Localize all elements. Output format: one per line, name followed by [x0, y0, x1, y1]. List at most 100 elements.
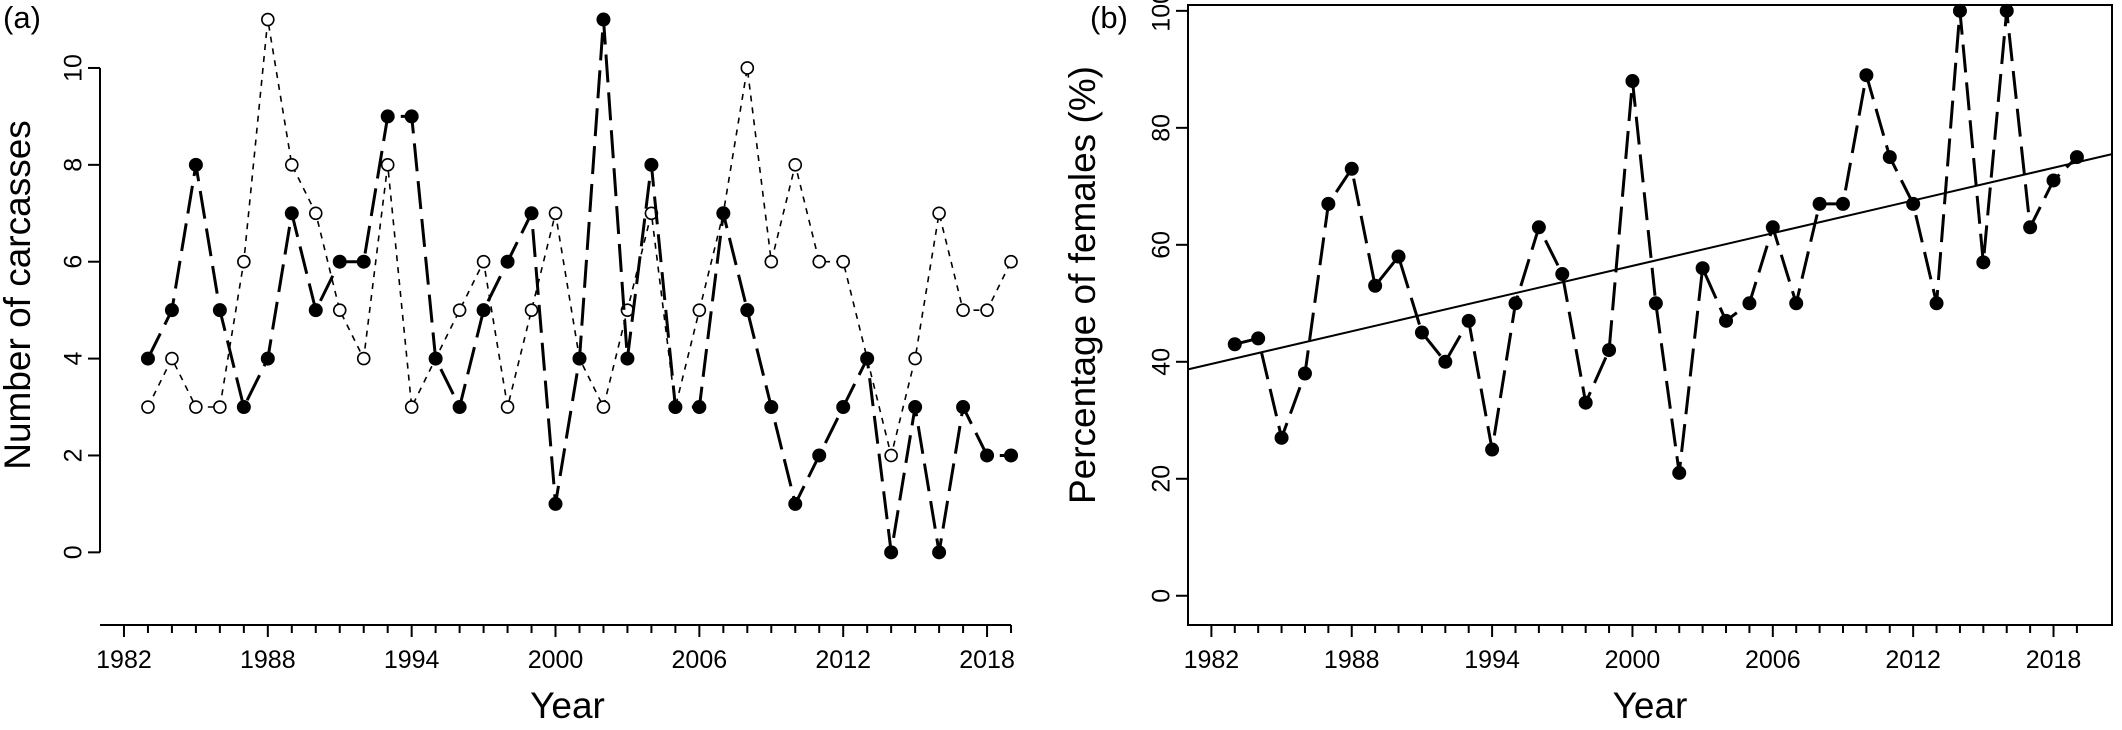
data-point-filled [332, 254, 347, 269]
y-axis-label: Percentage of females (%) [1062, 66, 1103, 504]
data-point-open [1004, 254, 1018, 269]
data-point-females [1672, 465, 1687, 480]
x-tick-label: 2006 [672, 646, 728, 674]
data-point-open [332, 303, 347, 317]
plot-frame [1187, 4, 2113, 626]
data-point-open [764, 254, 779, 269]
data-point-females [1999, 3, 2014, 18]
data-point-open [380, 158, 395, 172]
x-tick-label: 2012 [1885, 646, 1941, 674]
data-point-open [980, 303, 994, 317]
data-point-filled [884, 545, 899, 560]
data-point-open [261, 12, 275, 27]
data-point-females [1414, 325, 1429, 340]
y-tick-label: 10 [60, 54, 88, 82]
y-tick-label: 80 [1148, 114, 1176, 142]
x-tick-label: 1982 [1184, 646, 1240, 674]
data-point-filled [644, 157, 659, 172]
data-point-females [1227, 337, 1242, 352]
panel-a: 1982 1988 1994 2000 2006 2012 2018 0 2 4 6 8 10 Year N… [0, 0, 1019, 726]
data-point-filled [500, 254, 515, 269]
data-point-filled [428, 351, 443, 366]
data-point-filled [980, 448, 995, 463]
data-point-females [1555, 267, 1570, 282]
data-point-open [500, 400, 515, 414]
x-tick-label: 1988 [240, 646, 296, 674]
data-point-filled [596, 12, 611, 27]
y-tick-label: 2 [60, 449, 88, 463]
panel-b: 1982 1988 1994 2000 2006 2012 2018 0 20 40 60 80 100… [1062, 0, 2113, 726]
data-point-open [165, 351, 179, 366]
data-point-females [1438, 354, 1453, 369]
data-point-filled [860, 351, 875, 366]
data-point-open [237, 254, 251, 269]
data-point-open [524, 303, 539, 317]
data-point-open [452, 303, 467, 317]
data-point-filled [1004, 448, 1019, 463]
data-point-open [884, 448, 898, 463]
panel-label: (a) [3, 0, 41, 35]
series-line-filled [146, 19, 1011, 553]
data-point-females [1719, 313, 1734, 328]
data-point-females [1578, 395, 1593, 410]
data-point-filled [140, 351, 155, 366]
data-point-open [596, 400, 611, 414]
data-point-females [1882, 150, 1897, 165]
x-tick-label: 1994 [1464, 646, 1520, 674]
data-point-females [1485, 442, 1500, 457]
data-point-filled [476, 303, 491, 318]
x-tick-label: 1982 [96, 646, 152, 674]
data-point-females [1742, 296, 1757, 311]
y-tick-label: 40 [1148, 348, 1176, 376]
data-point-females [1391, 249, 1406, 264]
data-point-females [1812, 196, 1827, 211]
y-axis-label: Number of carcasses [0, 120, 38, 470]
data-point-filled [908, 400, 923, 415]
data-point-females [1461, 313, 1476, 328]
data-point-females [1929, 296, 1944, 311]
data-point-females [1274, 430, 1289, 445]
x-tick-label: 2000 [1605, 646, 1661, 674]
y-tick-label: 4 [60, 352, 88, 366]
data-point-filled [284, 206, 299, 221]
data-point-filled [788, 496, 803, 511]
y-tick-label: 0 [1148, 589, 1176, 603]
data-point-open [908, 351, 922, 366]
data-point-open [812, 254, 827, 269]
data-point-filled [572, 351, 587, 366]
data-point-filled [260, 351, 275, 366]
data-point-females [1297, 366, 1312, 381]
data-point-open [836, 254, 851, 269]
data-point-females [1906, 196, 1921, 211]
y-tick-label: 6 [60, 255, 88, 269]
data-point-filled [956, 400, 971, 415]
data-point-filled [236, 400, 251, 415]
data-point-filled [404, 109, 419, 124]
data-point-females [1648, 296, 1663, 311]
data-point-females [1859, 68, 1874, 83]
data-point-filled [212, 303, 227, 318]
data-point-females [1344, 161, 1359, 176]
data-point-females [1368, 278, 1383, 293]
data-point-open [141, 400, 155, 414]
x-tick-label: 2000 [528, 646, 584, 674]
x-tick-label: 1988 [1324, 646, 1380, 674]
data-point-open [932, 206, 946, 221]
data-point-filled [668, 400, 683, 415]
data-point-filled [380, 109, 395, 124]
data-point-filled [740, 303, 755, 318]
x-tick-label: 1994 [384, 646, 440, 674]
data-point-females [1765, 220, 1780, 235]
data-point-filled [524, 206, 539, 221]
data-point-filled [716, 206, 731, 221]
data-point-females [1625, 74, 1640, 89]
data-point-females [2023, 220, 2038, 235]
data-point-open [548, 206, 563, 221]
x-tick-label: 2018 [2026, 646, 2082, 674]
data-point-females [1695, 261, 1710, 276]
data-point-females [1508, 296, 1523, 311]
data-point-filled [164, 303, 179, 318]
data-point-open [788, 158, 803, 172]
x-tick-label: 2006 [1745, 646, 1801, 674]
